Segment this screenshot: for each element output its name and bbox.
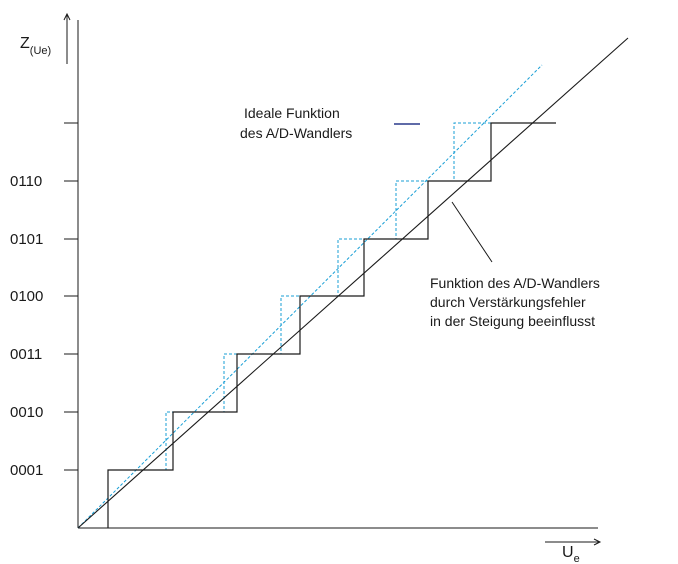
y-axis-arrow-head — [63, 12, 71, 21]
gain-error-label-line3: in der Steigung beeinflusst — [430, 313, 595, 329]
x-axis-subscript: e — [574, 553, 580, 564]
gain-error-leader-line — [451, 201, 493, 263]
y-axis-subscript: (Ue) — [30, 45, 51, 57]
y-tick-label: 0011 — [10, 346, 42, 363]
y-tick-label: 0010 — [10, 404, 43, 421]
y-axis-title: Z(Ue) — [20, 35, 51, 57]
ideal-staircase — [107, 122, 512, 528]
gain-error-staircase — [107, 122, 556, 528]
axes — [63, 12, 602, 546]
gain-error-transfer-line — [77, 37, 629, 529]
y-tick-label: 0101 — [10, 231, 43, 248]
y-axis-symbol: Z — [20, 35, 30, 52]
y-tick-label: 0001 — [10, 462, 43, 479]
ideal-label-line2: des A/D-Wandlers — [240, 125, 352, 141]
y-ticks — [64, 122, 78, 471]
x-axis-symbol: U — [562, 544, 574, 561]
x-axis-arrow-head — [593, 538, 602, 546]
gain-error-label-line1: Funktion des A/D-Wandlers — [430, 275, 600, 291]
gain-error-label-line2: durch Verstärkungsfehler — [430, 294, 586, 310]
ideal-label-line1: Ideale Funktion — [244, 105, 340, 121]
y-tick-labels: 0001 0010 0011 0100 0101 0110 — [10, 173, 43, 479]
y-tick-label: 0110 — [10, 173, 42, 190]
y-tick-label: 0100 — [10, 288, 43, 305]
x-axis-title: Ue — [562, 544, 580, 564]
